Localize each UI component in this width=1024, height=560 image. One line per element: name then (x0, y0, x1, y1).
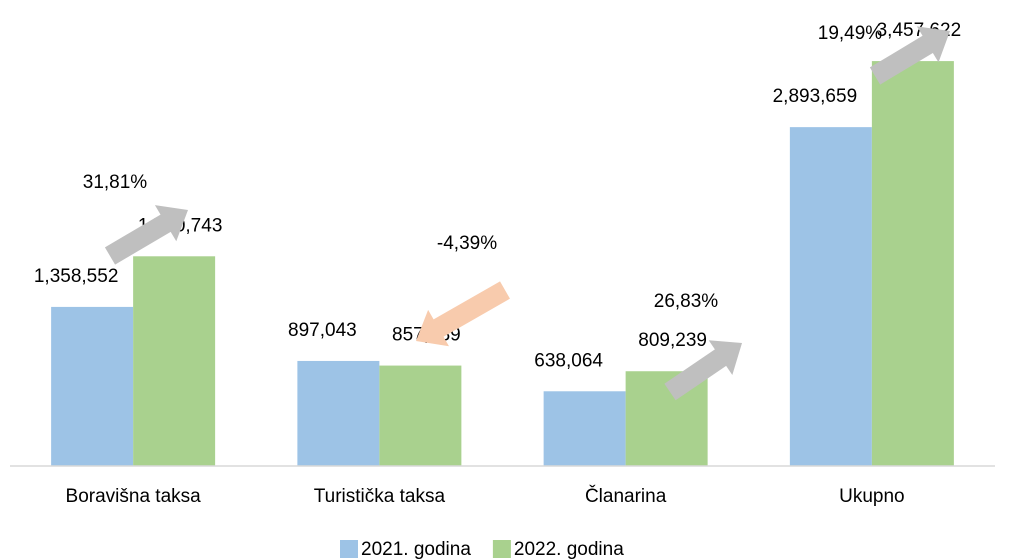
data-label: 809,239 (638, 330, 707, 351)
x-tick-label: Članarina (585, 485, 667, 507)
change-arrow (104, 205, 188, 265)
bar (297, 360, 380, 466)
data-label: 638,064 (534, 350, 603, 371)
bar (379, 365, 462, 466)
data-label: 2,893,659 (773, 86, 858, 107)
change-arrow (664, 340, 742, 401)
change-label: -4,39% (437, 233, 497, 254)
data-label: 897,043 (288, 320, 357, 341)
change-label: 31,81% (83, 172, 148, 193)
bar (871, 61, 954, 466)
change-label: 19,49% (818, 23, 883, 44)
change-arrow (416, 281, 510, 347)
change-arrow (869, 26, 950, 85)
x-tick-label: Boravišna taksa (66, 486, 202, 507)
bar (543, 391, 626, 466)
legend-swatch (492, 540, 511, 558)
legend-label: 2021. godina (361, 539, 471, 560)
legend-label: 2022. godina (514, 539, 624, 560)
x-tick-label: Ukupno (839, 486, 905, 507)
data-label: 1,358,552 (34, 266, 119, 287)
change-label: 26,83% (654, 291, 719, 312)
legend-swatch (340, 540, 358, 558)
x-tick-label: Turistička taksa (314, 486, 446, 507)
bar (133, 256, 216, 466)
bar (51, 306, 134, 466)
bar (789, 127, 872, 466)
data-label: 3,457,622 (877, 20, 962, 41)
